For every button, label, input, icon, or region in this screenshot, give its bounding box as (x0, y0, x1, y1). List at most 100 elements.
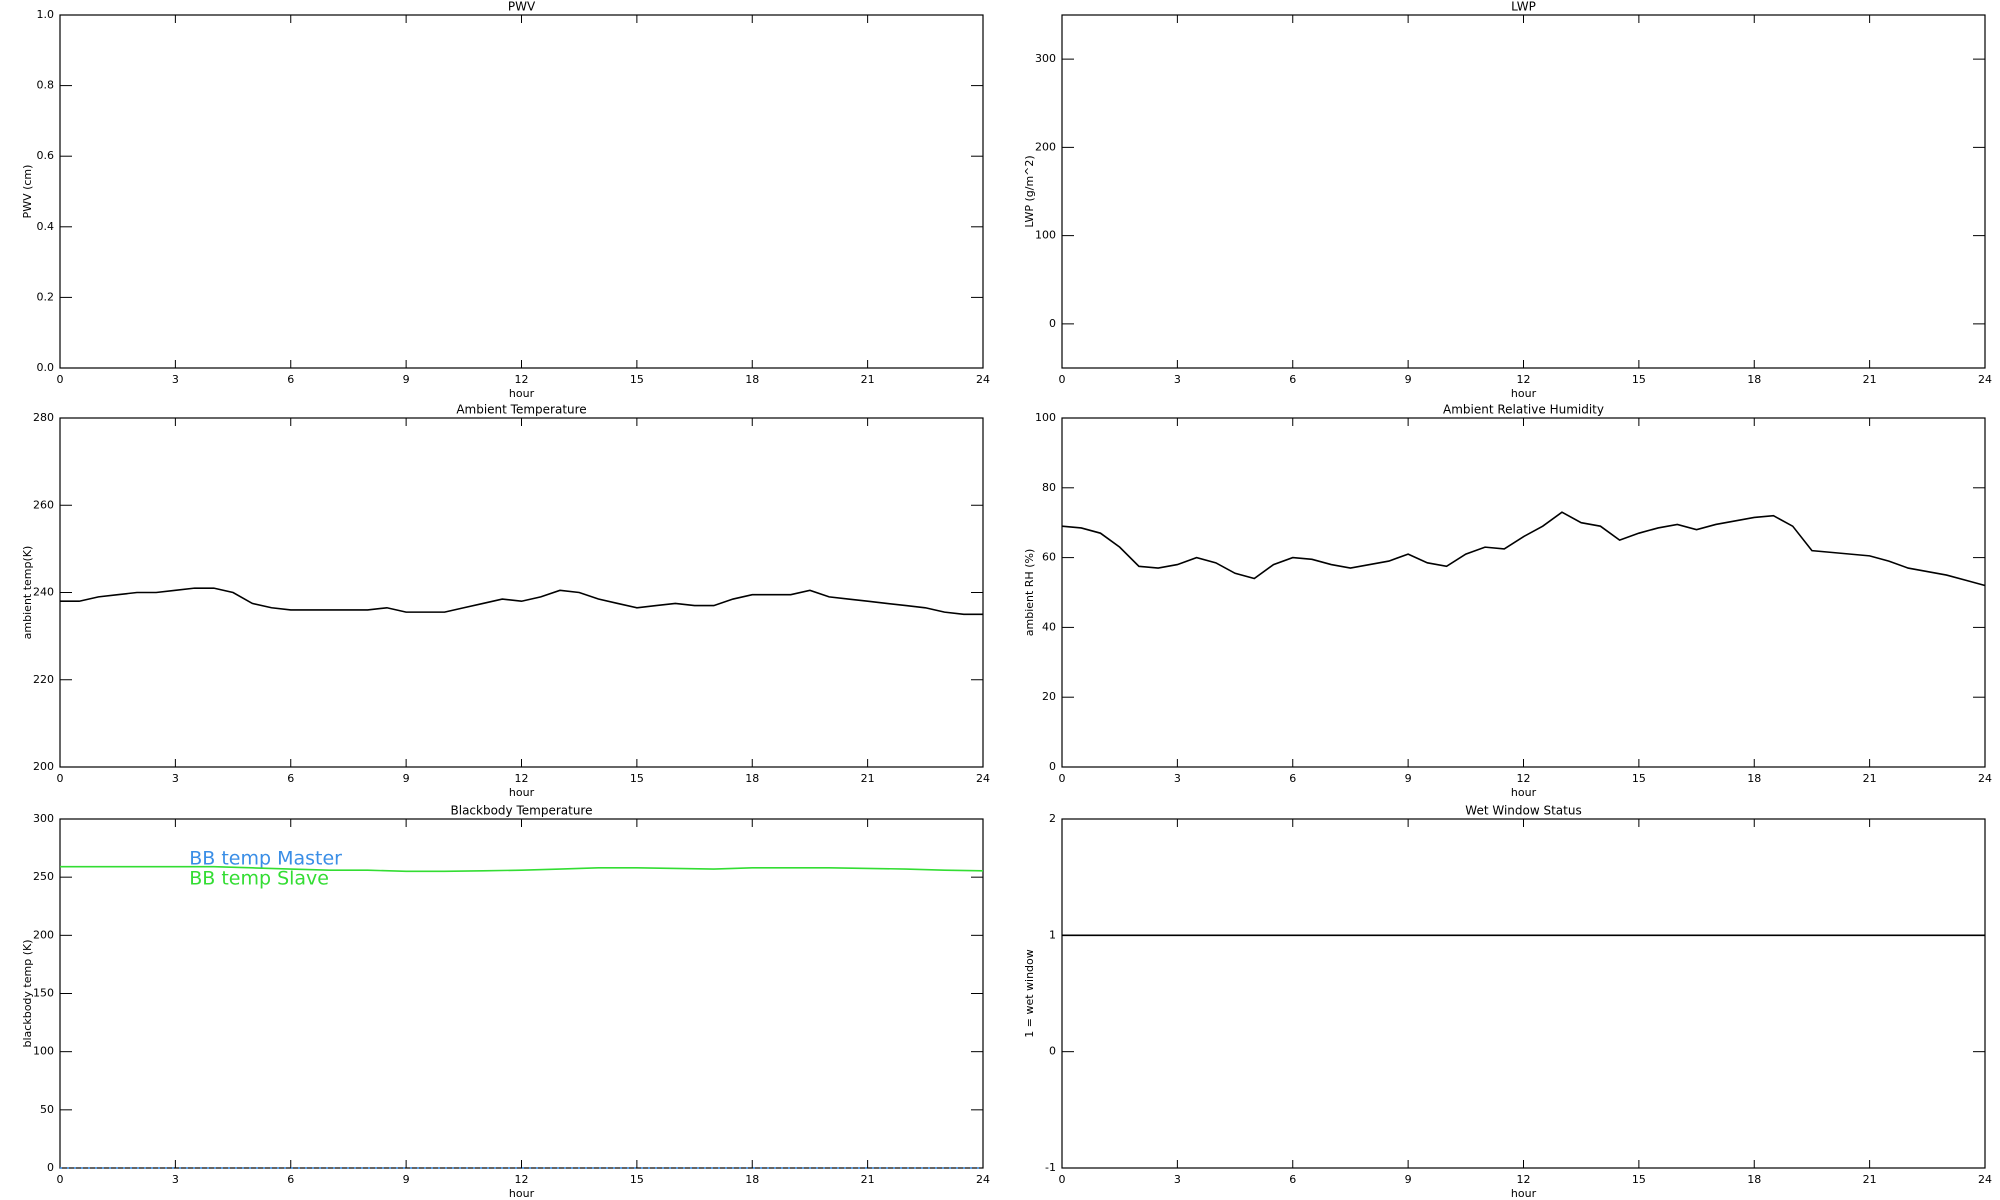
plot-frame (59, 14, 984, 369)
y-axis-label: ambient temp(K) (21, 546, 34, 640)
y-tick-label: 50 (40, 1103, 54, 1116)
y-axis-label: ambient RH (%) (1023, 549, 1036, 637)
x-tick-label: 3 (1174, 772, 1181, 785)
y-tick-label: 1.0 (37, 8, 55, 21)
y-tick-label: 300 (1035, 52, 1056, 65)
y-tick-label: 2 (1049, 812, 1056, 825)
x-tick-label: 21 (1863, 1173, 1877, 1186)
x-tick-label: 18 (1747, 1173, 1761, 1186)
y-tick-label: 0 (1049, 760, 1056, 773)
x-tick-label: 0 (57, 772, 64, 785)
x-tick-label: 21 (1863, 772, 1877, 785)
x-tick-label: 21 (861, 373, 875, 386)
x-tick-label: 3 (172, 772, 179, 785)
x-axis-label: hour (1511, 1187, 1537, 1200)
y-tick-label: 280 (33, 411, 54, 424)
x-tick-label: 18 (1747, 772, 1761, 785)
y-tick-label: 200 (33, 760, 54, 773)
x-tick-label: 15 (630, 772, 644, 785)
x-tick-label: 9 (1405, 772, 1412, 785)
y-axis-label: LWP (g/m^2) (1023, 155, 1036, 227)
x-tick-label: 3 (1174, 373, 1181, 386)
y-tick-label: -1 (1045, 1161, 1056, 1174)
plot-frame (1061, 818, 1986, 1169)
x-tick-label: 24 (1978, 373, 1992, 386)
x-tick-label: 24 (976, 772, 990, 785)
x-tick-label: 0 (1059, 772, 1066, 785)
x-tick-label: 12 (515, 772, 529, 785)
y-tick-label: 60 (1042, 551, 1056, 564)
x-tick-label: 6 (1289, 373, 1296, 386)
x-tick-label: 3 (1174, 1173, 1181, 1186)
x-tick-label: 24 (976, 1173, 990, 1186)
x-tick-label: 9 (403, 373, 410, 386)
y-tick-label: 0.2 (37, 290, 55, 303)
x-tick-label: 9 (1405, 373, 1412, 386)
y-tick-label: 260 (33, 498, 54, 511)
x-axis-label: hour (509, 1187, 535, 1200)
x-tick-label: 6 (1289, 772, 1296, 785)
y-tick-label: 200 (33, 928, 54, 941)
y-tick-label: 40 (1042, 620, 1056, 633)
y-tick-label: 220 (33, 673, 54, 686)
y-tick-label: 20 (1042, 690, 1056, 703)
plot-frame (1061, 14, 1986, 369)
y-tick-label: 0.6 (37, 149, 55, 162)
y-tick-label: 250 (33, 870, 54, 883)
x-tick-label: 3 (172, 1173, 179, 1186)
y-axis-label: 1 = wet window (1023, 949, 1036, 1038)
y-tick-label: 100 (33, 1045, 54, 1058)
y-axis-label: blackbody temp (K) (21, 940, 34, 1048)
x-axis-label: hour (509, 786, 535, 799)
x-tick-label: 18 (745, 1173, 759, 1186)
x-tick-label: 12 (1517, 373, 1531, 386)
plot-frame (1061, 417, 1986, 768)
y-tick-label: 0.0 (37, 361, 55, 374)
x-tick-label: 15 (630, 373, 644, 386)
data-line (60, 865, 984, 873)
y-tick-label: 200 (1035, 140, 1056, 153)
x-tick-label: 15 (1632, 1173, 1646, 1186)
x-tick-label: 12 (1517, 772, 1531, 785)
y-tick-label: 150 (33, 987, 54, 1000)
y-tick-label: 0 (1049, 1045, 1056, 1058)
chart-title: Blackbody Temperature (451, 804, 593, 818)
x-tick-label: 24 (976, 373, 990, 386)
x-tick-label: 6 (1289, 1173, 1296, 1186)
legend-label: BB temp Master (189, 848, 342, 870)
x-tick-label: 0 (1059, 1173, 1066, 1186)
y-tick-label: 300 (33, 812, 54, 825)
y-tick-label: 80 (1042, 481, 1056, 494)
x-tick-label: 18 (745, 772, 759, 785)
y-tick-label: 0 (47, 1161, 54, 1174)
chart-title: Ambient Temperature (456, 403, 586, 417)
y-tick-label: 100 (1035, 411, 1056, 424)
x-tick-label: 18 (1747, 373, 1761, 386)
chart-title: LWP (1511, 0, 1536, 14)
y-tick-label: 0.4 (37, 220, 55, 233)
x-tick-label: 12 (1517, 1173, 1531, 1186)
x-tick-label: 21 (1863, 373, 1877, 386)
x-tick-label: 21 (861, 1173, 875, 1186)
chart-title: PWV (508, 0, 536, 14)
x-tick-label: 9 (403, 1173, 410, 1186)
chart-title: Ambient Relative Humidity (1443, 403, 1604, 417)
x-tick-label: 0 (57, 1173, 64, 1186)
x-tick-label: 9 (1405, 1173, 1412, 1186)
y-tick-label: 0 (1049, 317, 1056, 330)
x-tick-label: 6 (287, 1173, 294, 1186)
x-tick-label: 0 (1059, 373, 1066, 386)
x-tick-label: 24 (1978, 772, 1992, 785)
x-axis-label: hour (1511, 387, 1537, 400)
x-tick-label: 18 (745, 373, 759, 386)
x-tick-label: 15 (1632, 772, 1646, 785)
x-tick-label: 15 (1632, 373, 1646, 386)
x-tick-label: 9 (403, 772, 410, 785)
y-tick-label: 240 (33, 586, 54, 599)
chart-title: Wet Window Status (1465, 804, 1581, 818)
x-tick-label: 24 (1978, 1173, 1992, 1186)
x-axis-label: hour (1511, 786, 1537, 799)
legend-label: BB temp Slave (189, 868, 329, 890)
plot-frame (59, 417, 984, 768)
